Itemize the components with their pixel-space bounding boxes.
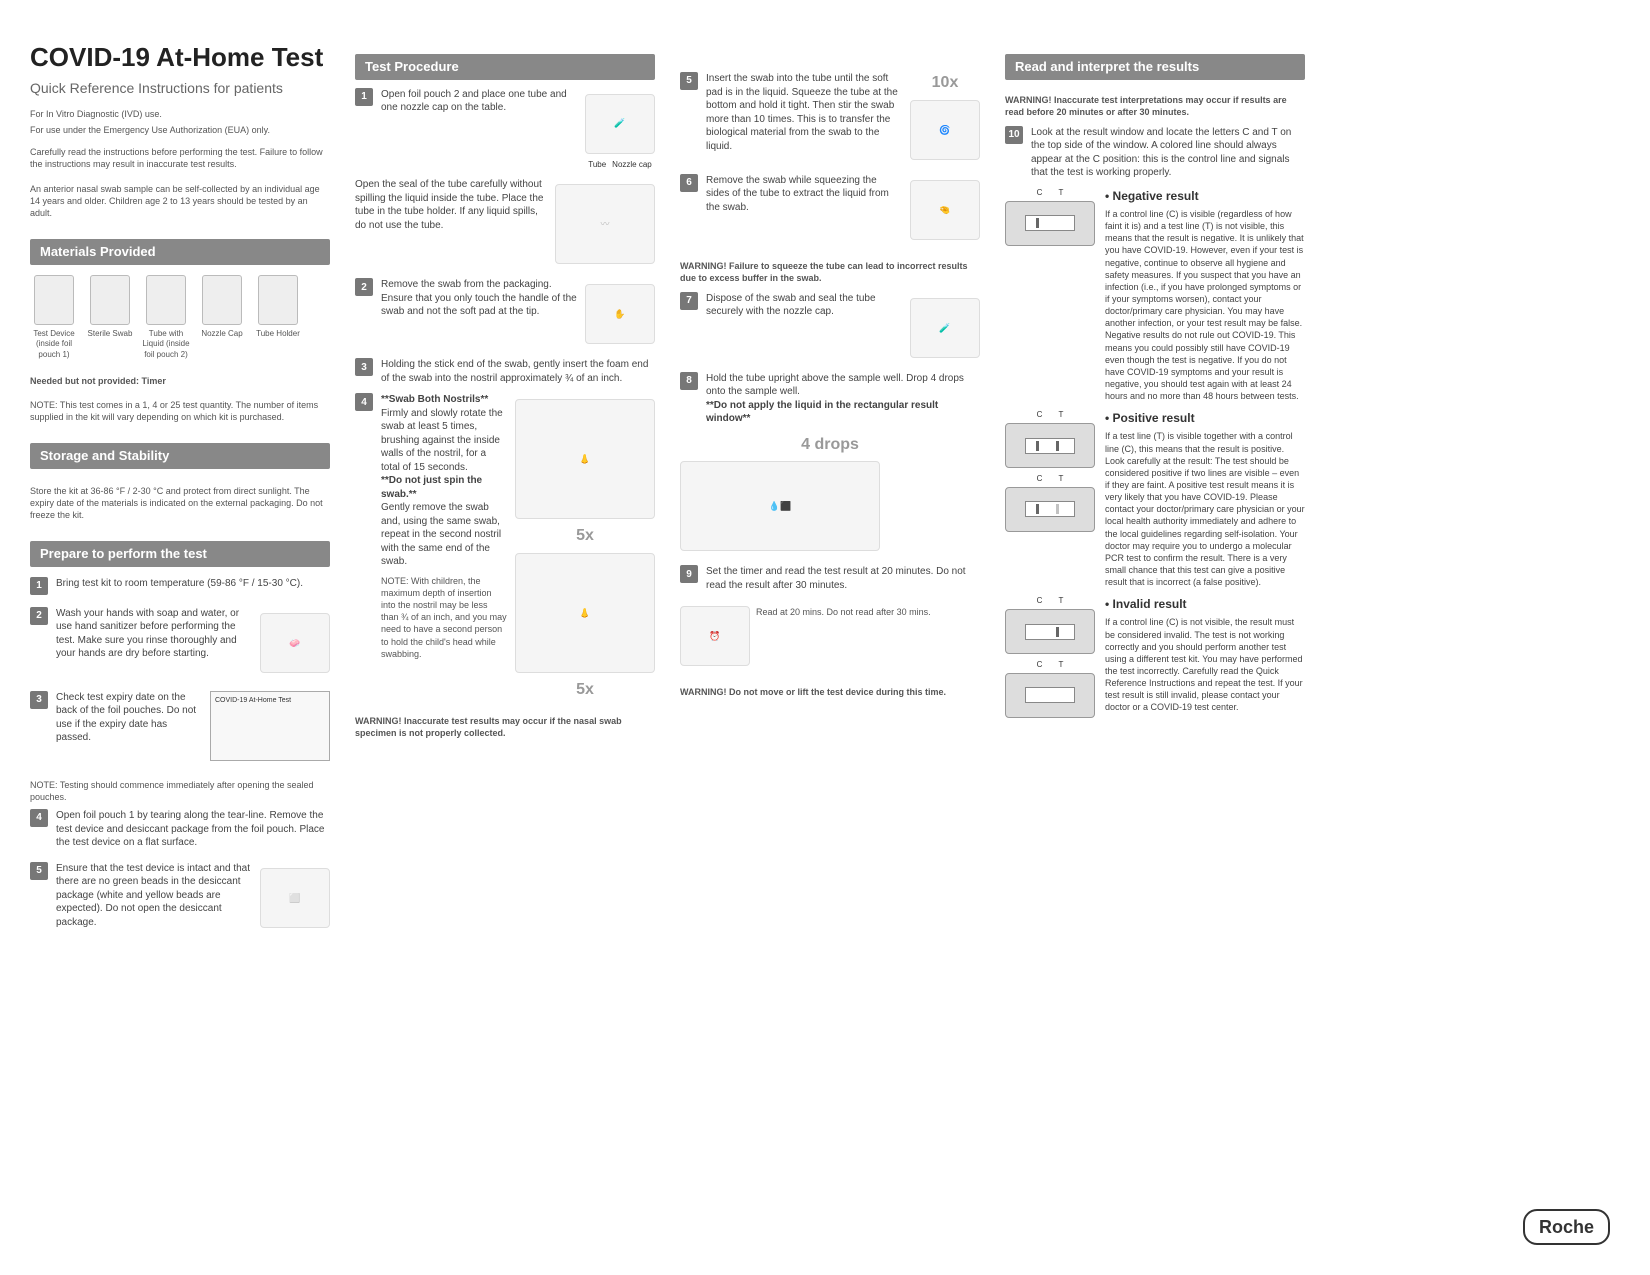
proc-num-3: 3 — [355, 358, 373, 376]
intro-2: An anterior nasal swab sample can be sel… — [30, 183, 330, 219]
desiccant-icon: ⬜ — [260, 868, 330, 928]
neg-text: If a control line (C) is visible (regard… — [1105, 208, 1305, 402]
prep-num-4: 4 — [30, 809, 48, 827]
prep-5: Ensure that the test device is intact an… — [56, 862, 252, 930]
proc-num-4: 4 — [355, 393, 373, 411]
proc-3: Holding the stick end of the swab, gentl… — [381, 358, 655, 385]
timer-icon: ⏰ — [680, 606, 750, 666]
timer-caption: Read at 20 mins. Do not read after 30 mi… — [756, 606, 931, 618]
proc-num-8: 8 — [680, 372, 698, 390]
section-procedure: Test Procedure — [355, 54, 655, 80]
section-prepare: Prepare to perform the test — [30, 541, 330, 567]
prep-num-5: 5 — [30, 862, 48, 880]
materials-note: NOTE: This test comes in a 1, 4 or 25 te… — [30, 399, 330, 423]
open-tube-icon: 〰 — [555, 184, 655, 264]
proc-9-warn: WARNING! Do not move or lift the test de… — [680, 686, 980, 698]
inv-text: If a control line (C) is not visible, th… — [1105, 616, 1305, 713]
nostril-2-icon: 👃 — [515, 553, 655, 673]
proc-8b: **Do not apply the liquid in the rectang… — [706, 399, 980, 426]
cap-label: Nozzle cap — [612, 160, 652, 171]
section-storage: Storage and Stability — [30, 443, 330, 469]
materials-needed: Needed but not provided: Timer — [30, 375, 330, 387]
prep-3: Check test expiry date on the back of th… — [56, 691, 202, 745]
proc-4b: **Do not just spin the swab.** — [381, 474, 507, 501]
prep-num-3: 3 — [30, 691, 48, 709]
material-tube: Tube with Liquid (inside foil pouch 2) — [142, 275, 190, 361]
stir-swab-icon: 🌀 — [910, 100, 980, 160]
column-1: COVID-19 At-Home Test Quick Reference In… — [30, 40, 330, 946]
proc-num-1: 1 — [355, 88, 373, 106]
proc-num-5: 5 — [680, 72, 698, 90]
label-5x-2: 5x — [515, 679, 655, 701]
prep-1: Bring test kit to room temperature (59-8… — [56, 577, 330, 591]
prep-4: Open foil pouch 1 by tearing along the t… — [56, 809, 330, 850]
proc-4-warn: WARNING! Inaccurate test results may occ… — [355, 715, 655, 739]
inv-head: • Invalid result — [1105, 596, 1305, 612]
positive-device-1 — [1005, 423, 1095, 468]
results-warn-top: WARNING! Inaccurate test interpretations… — [1005, 94, 1305, 118]
negative-device — [1005, 201, 1095, 246]
expiry-box: COVID-19 At-Home Test — [210, 691, 330, 761]
section-results: Read and interpret the results — [1005, 54, 1305, 80]
handwash-icon: 🧼 — [260, 613, 330, 673]
column-4: Read and interpret the results WARNING! … — [1005, 40, 1305, 946]
storage-text: Store the kit at 36-86 °F / 2-30 °C and … — [30, 485, 330, 521]
drops-device-icon: 💧⬛ — [680, 461, 880, 551]
res-10: Look at the result window and locate the… — [1031, 126, 1305, 180]
prep-3-note: NOTE: Testing should commence immediatel… — [30, 779, 330, 803]
prep-num-1: 1 — [30, 577, 48, 595]
tube-label: Tube — [588, 160, 606, 171]
squeeze-tube-icon: 🤏 — [910, 180, 980, 240]
nostril-1-icon: 👃 — [515, 399, 655, 519]
materials-row: Test Device (inside foil pouch 1) Steril… — [30, 275, 330, 361]
proc-num-9: 9 — [680, 565, 698, 583]
material-test-device: Test Device (inside foil pouch 1) — [30, 275, 78, 361]
proc-5: Insert the swab into the tube until the … — [706, 72, 902, 153]
swab-package-icon: ✋ — [585, 284, 655, 344]
proc-4c: Gently remove the swab and, using the sa… — [381, 501, 507, 569]
proc-6-warn: WARNING! Failure to squeeze the tube can… — [680, 260, 980, 284]
label-10x: 10x — [910, 72, 980, 94]
seal-tube-icon: 🧪 — [910, 298, 980, 358]
invalid-device-2 — [1005, 673, 1095, 718]
neg-head: • Negative result — [1105, 188, 1305, 204]
proc-4-note: NOTE: With children, the maximum depth o… — [381, 575, 507, 660]
column-3: 5 Insert the swab into the tube until th… — [680, 40, 980, 946]
t-label: T — [1058, 188, 1063, 199]
proc-1: Open foil pouch 2 and place one tube and… — [381, 88, 577, 115]
res-num-10: 10 — [1005, 126, 1023, 144]
proc-4-head: **Swab Both Nostrils** — [381, 393, 507, 407]
page-subtitle: Quick Reference Instructions for patient… — [30, 79, 330, 98]
fine-eua: For use under the Emergency Use Authoriz… — [30, 124, 330, 136]
section-materials: Materials Provided — [30, 239, 330, 265]
label-drops: 4 drops — [680, 434, 980, 456]
column-2: Test Procedure 1 Open foil pouch 2 and p… — [355, 40, 655, 946]
c-label: C — [1037, 188, 1043, 199]
proc-6: Remove the swab while squeezing the side… — [706, 174, 902, 215]
label-5x-1: 5x — [515, 525, 655, 547]
material-swab: Sterile Swab — [86, 275, 134, 361]
prep-2: Wash your hands with soap and water, or … — [56, 607, 252, 661]
page-title: COVID-19 At-Home Test — [30, 40, 330, 75]
proc-7: Dispose of the swab and seal the tube se… — [706, 292, 902, 319]
proc-8: Hold the tube upright above the sample w… — [706, 372, 980, 399]
proc-num-6: 6 — [680, 174, 698, 192]
proc-num-2: 2 — [355, 278, 373, 296]
fine-ivd: For In Vitro Diagnostic (IVD) use. — [30, 108, 330, 120]
tube-cap-icon: 🧪 — [585, 94, 655, 154]
positive-device-2 — [1005, 487, 1095, 532]
pos-head: • Positive result — [1105, 410, 1305, 426]
invalid-device-1 — [1005, 609, 1095, 654]
proc-4a: Firmly and slowly rotate the swab at lea… — [381, 407, 507, 475]
material-holder: Tube Holder — [254, 275, 302, 361]
roche-logo: Roche — [1523, 1209, 1610, 1245]
intro-1: Carefully read the instructions before p… — [30, 146, 330, 170]
prep-num-2: 2 — [30, 607, 48, 625]
proc-2: Remove the swab from the packaging. Ensu… — [381, 278, 577, 319]
proc-1b: Open the seal of the tube carefully with… — [355, 178, 549, 232]
material-nozzle: Nozzle Cap — [198, 275, 246, 361]
pos-text: If a test line (T) is visible together w… — [1105, 430, 1305, 588]
proc-num-7: 7 — [680, 292, 698, 310]
proc-9: Set the timer and read the test result a… — [706, 565, 980, 592]
